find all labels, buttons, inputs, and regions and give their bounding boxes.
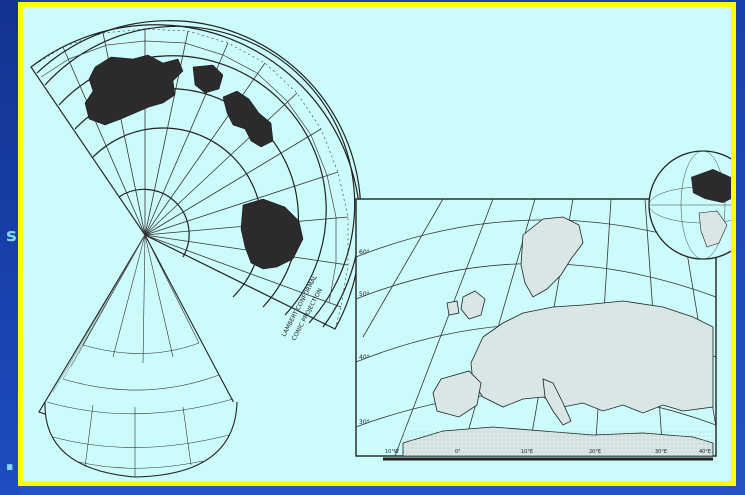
inset-globe [648,150,731,260]
map-projection-figure: LAMBERT CONFORMAL CONIC PROJECTION [18,2,736,486]
lon-label-20e: 20°E [589,449,601,455]
greenland-land [192,64,224,94]
sector-landmasses [84,54,304,270]
lon-label-40e: 40°E [699,449,711,455]
europe-lat-labels: 60° 50° 40° 30° [359,249,370,426]
inset-globe-land [691,169,731,203]
italy [542,378,572,426]
british-isles [460,290,486,320]
lon-label-0: 0° [455,449,461,455]
europe-map: 60° 50° 40° 30° 10°W 0° 10°E 20°E 30°E 4… [355,150,731,461]
iberia [432,370,482,418]
lon-label-30e: 30°E [655,449,667,455]
lat-label-40: 40° [359,354,370,361]
cone-parallels [46,234,234,477]
europe-lon-labels: 10°W 0° 10°E 20°E 30°E 40°E [385,449,711,455]
continental-europe [470,300,714,414]
scandinavia [520,216,584,298]
africa-shading [403,431,713,456]
slide-left-edge [0,0,20,495]
projection-illustration: LAMBERT CONFORMAL CONIC PROJECTION [30,20,731,478]
slide-edge-glyph-top: s [6,225,17,246]
africa-land [240,198,304,270]
lon-label-10e: 10°E [521,449,533,455]
cone-shading [52,234,146,393]
north-america-land [84,54,184,126]
slide-edge-glyph-bottom: . [4,443,16,478]
cone-on-globe [38,233,238,478]
lon-label-10w: 10°W [385,449,399,455]
lat-label-30: 30° [359,419,370,426]
lat-label-50: 50° [359,291,370,298]
ireland [446,300,460,316]
europe-asia-land [222,90,274,148]
lat-label-60: 60° [359,249,370,256]
sector-border-ticks [30,28,349,330]
